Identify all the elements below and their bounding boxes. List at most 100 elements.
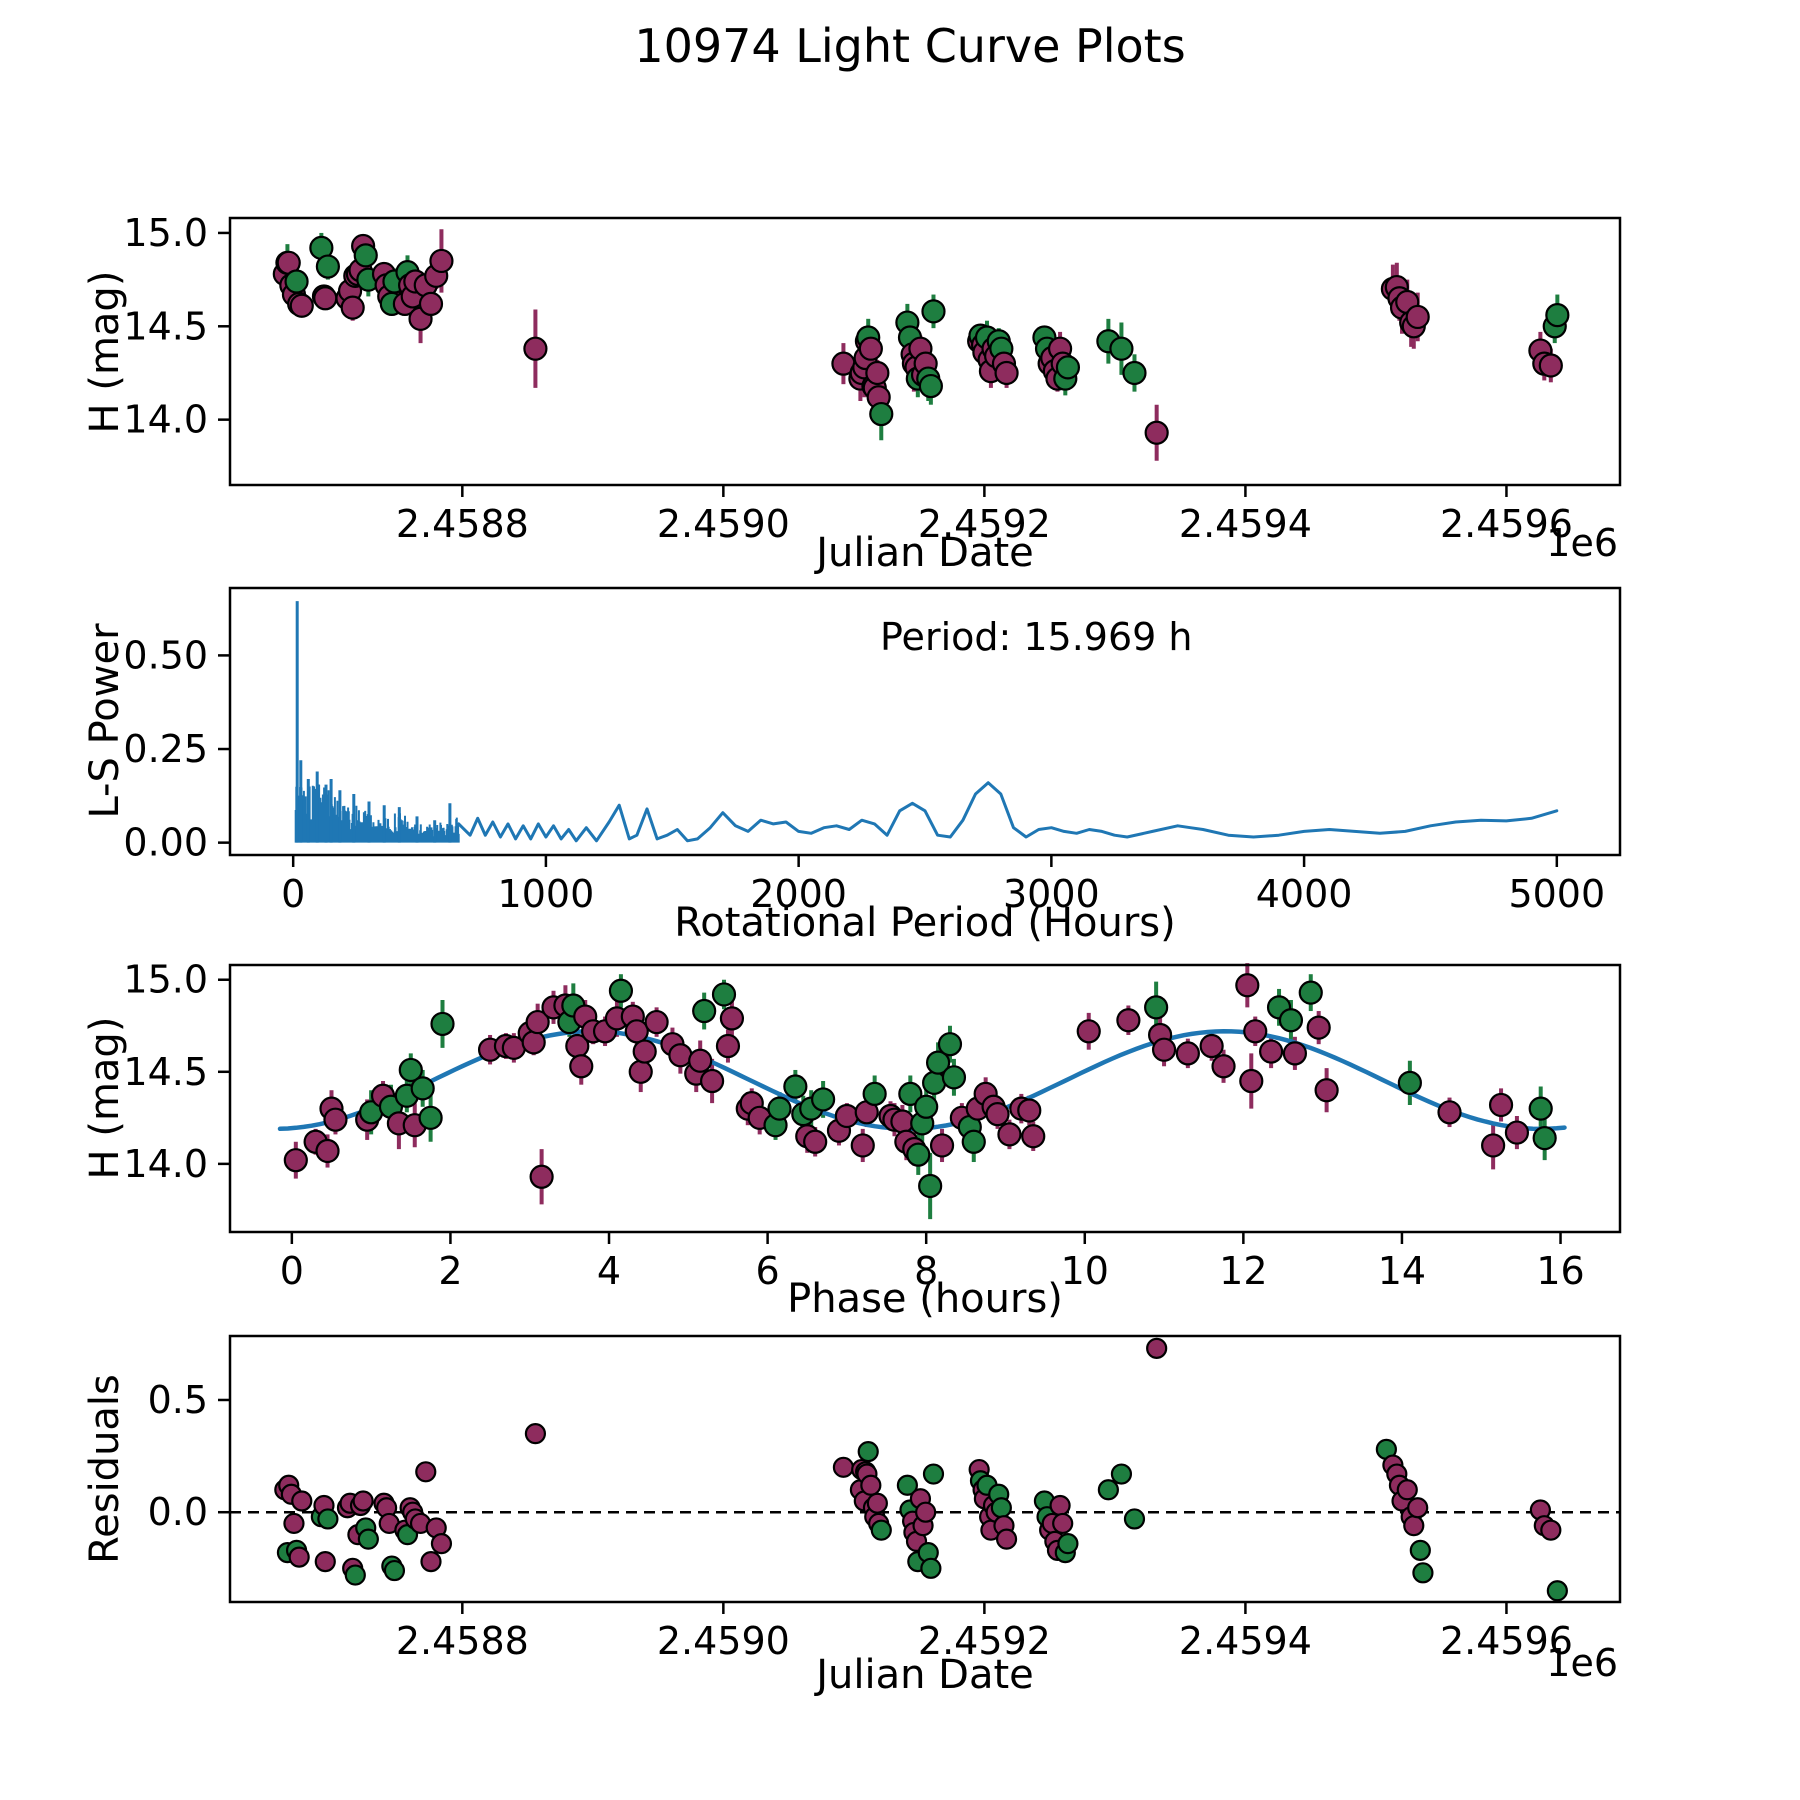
data-point xyxy=(420,1550,442,1573)
x-tick-label: 5000 xyxy=(1508,872,1605,916)
data-point xyxy=(1052,1512,1074,1535)
data-point xyxy=(1397,1070,1422,1095)
data-point xyxy=(315,254,340,279)
data-point xyxy=(1528,1096,1553,1121)
data-point xyxy=(1122,360,1147,386)
data-point xyxy=(1017,1098,1042,1123)
data-point xyxy=(429,248,454,274)
data-point xyxy=(410,1076,435,1101)
x-tick-label: 8 xyxy=(914,1249,938,1293)
x-axis-offset-label-residuals: 1e6 xyxy=(1546,1641,1618,1685)
data-point xyxy=(317,1508,339,1530)
panel-phased-plot-area: 0 2 4 6 8 10 12 14 16 15.0 14.5 14.0 xyxy=(123,958,1622,1293)
data-point xyxy=(914,1094,939,1119)
data-point xyxy=(994,360,1019,386)
x-tick-label: 2.4592 xyxy=(918,502,1051,546)
data-point xyxy=(699,1068,725,1094)
data-point xyxy=(608,978,634,1003)
data-point xyxy=(1057,1533,1079,1555)
x-tick-label: 14 xyxy=(1378,1249,1426,1293)
data-point xyxy=(344,1564,366,1586)
x-tick-label: 3000 xyxy=(1003,872,1100,916)
data-point xyxy=(1049,1494,1071,1517)
data-point xyxy=(767,1096,792,1121)
data-point xyxy=(921,299,946,324)
periodogram-peaks xyxy=(295,601,452,843)
periodogram-curve xyxy=(457,781,1559,843)
data-point xyxy=(898,1081,923,1106)
data-point xyxy=(925,1050,951,1075)
data-point xyxy=(1199,1033,1224,1059)
data-point xyxy=(1243,1019,1268,1044)
x-tick-label: 16 xyxy=(1536,1249,1584,1293)
panel-light-curve-plot-area: 2.4588 2.4590 2.4592 2.4594 2.4596 15.0 14.5 14… xyxy=(123,211,1622,546)
panel-light-curve: 2.4588 2.4590 2.4592 2.4594 2.4596 15.0 14.5 14… xyxy=(82,211,1622,576)
panel-periodogram-plot-area: 0 1000 2000 3000 4000 5000 0.50 0.25 0.00 xyxy=(123,586,1622,916)
data-point xyxy=(1021,1124,1046,1149)
data-point xyxy=(1314,1078,1339,1103)
data-point xyxy=(1151,1037,1177,1062)
x-tick-label: 6 xyxy=(756,1249,780,1293)
data-point xyxy=(1412,1562,1434,1584)
y-tick-label: 0.00 xyxy=(123,821,208,865)
x-tick-label: 4000 xyxy=(1256,872,1353,916)
x-axis-label-julian-date: Julian Date xyxy=(813,530,1034,576)
data-point xyxy=(288,1546,310,1568)
data-point xyxy=(524,1423,547,1445)
data-point xyxy=(1504,1120,1530,1145)
data-point xyxy=(1409,1539,1431,1561)
x-tick-label: 0 xyxy=(280,1249,304,1293)
data-point xyxy=(1110,1463,1133,1485)
x-tick-label: 2.4596 xyxy=(1440,1619,1573,1663)
data-point xyxy=(1545,302,1570,328)
data-point xyxy=(865,360,890,386)
data-point xyxy=(357,1528,379,1550)
x-tick-label: 2.4594 xyxy=(1179,1619,1312,1663)
x-tick-label: 0 xyxy=(281,872,305,916)
axes-frame xyxy=(228,963,1622,1234)
data-point xyxy=(283,1148,308,1173)
x-tick-label: 10 xyxy=(1061,1249,1109,1293)
data-point xyxy=(353,243,378,268)
y-tick-label: 14.0 xyxy=(123,398,208,442)
y-tick-label: 15.0 xyxy=(123,211,208,255)
data-point xyxy=(1403,1515,1425,1537)
data-point xyxy=(1076,1019,1101,1044)
x-tick-label: 2.4590 xyxy=(657,502,790,546)
x-tick-label: 2.4588 xyxy=(396,502,529,546)
data-point xyxy=(1239,1068,1264,1094)
data-point xyxy=(289,293,314,318)
x-tick-label: 2.4592 xyxy=(918,1619,1051,1663)
data-point xyxy=(711,982,737,1007)
data-point xyxy=(529,1164,554,1189)
y-tick-label: 14.5 xyxy=(123,304,208,348)
data-point xyxy=(715,1033,741,1059)
data-point xyxy=(997,1122,1022,1147)
x-tick-label: 12 xyxy=(1219,1249,1267,1293)
data-point xyxy=(858,336,883,361)
data-point xyxy=(985,1102,1010,1127)
y-tick-label: 0.5 xyxy=(148,1378,208,1422)
x-tick-label: 4 xyxy=(597,1249,621,1293)
y-tick-label: 14.5 xyxy=(123,1050,208,1094)
axes-frame xyxy=(228,586,1622,857)
data-point xyxy=(1259,1039,1284,1064)
data-point xyxy=(668,1043,693,1068)
data-point xyxy=(850,1133,875,1158)
data-point xyxy=(430,1011,455,1037)
data-point xyxy=(834,1103,859,1129)
data-point xyxy=(1538,353,1563,378)
data-point xyxy=(1488,1092,1514,1118)
data-point xyxy=(291,1490,313,1512)
x-tick-label: 2.4588 xyxy=(396,1619,529,1663)
data-point xyxy=(1097,1479,1119,1501)
x-tick-label: 2.4590 xyxy=(657,1619,790,1663)
data-point xyxy=(719,1006,745,1031)
data-point xyxy=(1175,1041,1200,1066)
data-point xyxy=(323,1107,348,1132)
data-point xyxy=(869,401,894,427)
data-point xyxy=(315,1138,340,1164)
data-point xyxy=(628,1059,653,1084)
